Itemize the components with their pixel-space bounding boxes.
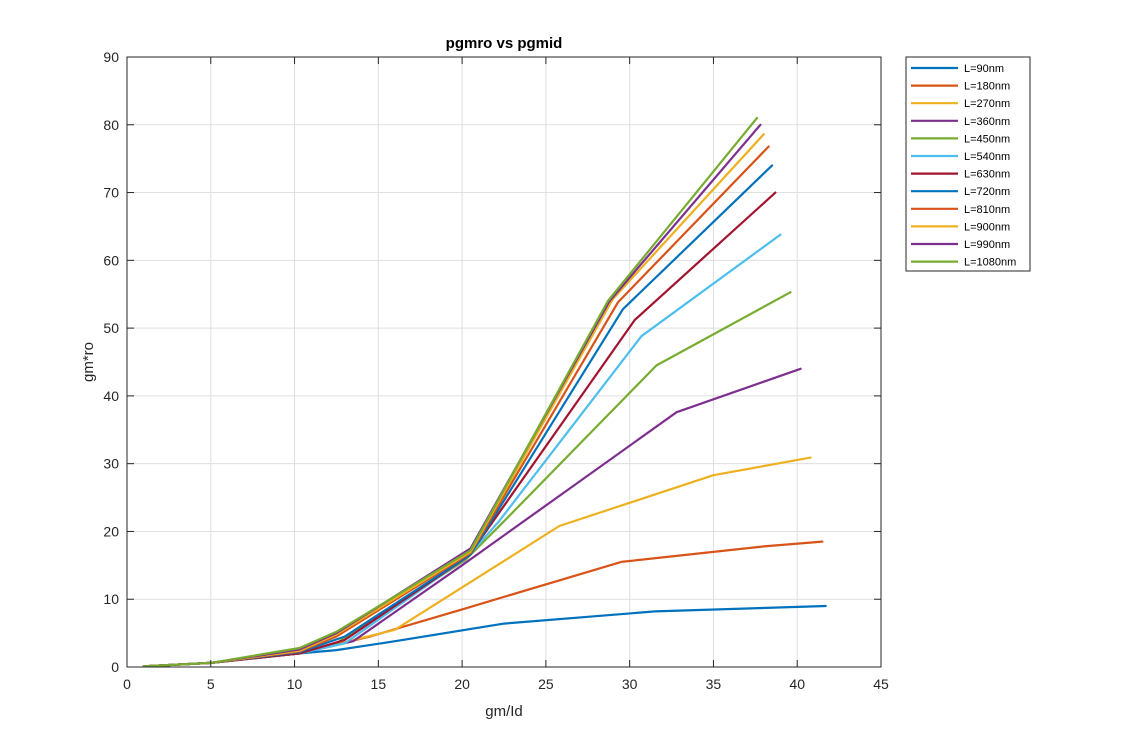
legend-entry-label: L=720nm [964,186,1010,198]
x-tick-label: 45 [873,676,889,692]
y-tick-label: 0 [111,659,119,675]
x-tick-label: 0 [123,676,131,692]
x-tick-label: 35 [706,676,722,692]
plot-area [127,57,881,667]
y-tick-label: 90 [103,49,119,65]
y-tick-label: 60 [103,252,119,268]
legend-box [905,56,1031,272]
legend-entry-label: L=900nm [964,221,1010,233]
legend-entry-label: L=810nm [964,204,1010,216]
y-tick-label: 80 [103,117,119,133]
legend-entry-label: L=450nm [964,133,1010,145]
x-tick-label: 30 [622,676,638,692]
x-tick-label: 20 [454,676,470,692]
y-tick-label: 20 [103,523,119,539]
y-tick-label: 10 [103,591,119,607]
x-tick-label: 25 [538,676,554,692]
grid [127,57,881,667]
legend-entry-label: L=90nm [964,63,1004,75]
legend-entry-label: L=990nm [964,239,1010,251]
x-tick-label: 5 [207,676,215,692]
y-axis-label: gm*ro [80,342,97,382]
legend-entry-label: L=180nm [964,81,1010,93]
y-tick-label: 70 [103,185,119,201]
x-tick-label: 10 [287,676,303,692]
legend-entry-label: L=630nm [964,169,1010,181]
legend-items: L=90nm L=180nm L=270nm L=360nm L=450nm L=540n… [911,63,1016,269]
legend-entry-label: L=540nm [964,151,1010,163]
legend[interactable]: L=90nm L=180nm L=270nm L=360nm L=450nm L=540n… [905,56,1031,272]
axes-box [126,56,882,668]
chart-title: pgmro vs pgmid [446,35,563,52]
legend-entry-label: L=1080nm [964,257,1016,269]
y-tick-label: 40 [103,388,119,404]
ticks: 0 5 10 15 20 25 30 35 40 45 0 10 20 30 40 50 60 70 80 90 [103,49,889,692]
x-tick-label: 15 [371,676,387,692]
legend-entry-label: L=360nm [964,116,1010,128]
x-tick-label: 40 [789,676,805,692]
x-axis-label: gm/Id [485,703,523,720]
y-tick-label: 50 [103,320,119,336]
y-tick-label: 30 [103,456,119,472]
legend-entry-label: L=270nm [964,98,1010,110]
